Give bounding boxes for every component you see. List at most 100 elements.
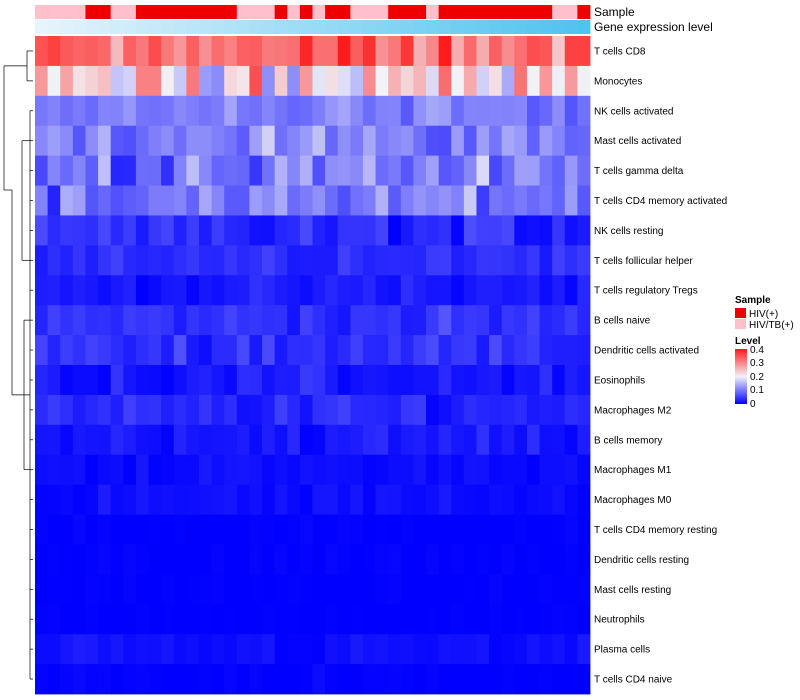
heatmap-cell (224, 365, 238, 396)
heatmap-cell (526, 634, 540, 665)
heatmap-cell (287, 305, 301, 336)
heatmap-cell (438, 185, 452, 216)
heatmap-cell (274, 305, 288, 336)
heatmap-cell (110, 275, 124, 306)
heatmap-cell (552, 394, 566, 426)
sample-legend: Sample HIV(+) HIV/TB(+) (735, 295, 794, 331)
heatmap-cell (413, 634, 427, 665)
heatmap-cell (312, 424, 326, 456)
heatmap-cell (400, 125, 414, 157)
heatmap-cell (262, 155, 276, 186)
gene-expression-annotation-cell (72, 20, 86, 34)
heatmap-cell (325, 65, 339, 97)
heatmap-cell (47, 484, 61, 515)
heatmap-cell (438, 424, 452, 456)
heatmap-cell (60, 65, 74, 97)
sample-annotation-cell (413, 5, 427, 19)
heatmap-cell (514, 36, 528, 67)
heatmap-cell (501, 604, 515, 635)
heatmap-cell (388, 155, 402, 186)
heatmap-cell (577, 305, 591, 336)
heatmap-cell (501, 424, 515, 456)
heatmap-cell (489, 664, 503, 695)
heatmap-cell (211, 484, 225, 515)
gene-expression-annotation-cell (350, 20, 364, 34)
heatmap-cell (123, 95, 137, 127)
heatmap-cell (350, 95, 364, 127)
heatmap-cell (489, 335, 503, 366)
heatmap-cell (375, 484, 389, 515)
heatmap-cell (463, 65, 477, 97)
heatmap-cell (463, 664, 477, 695)
heatmap-cell (123, 574, 137, 605)
heatmap-cell (413, 185, 427, 216)
heatmap-cell (135, 305, 149, 336)
heatmap-cell (262, 245, 276, 276)
heatmap-cell (35, 215, 49, 246)
heatmap-cell (350, 215, 364, 246)
heatmap-cell (350, 634, 364, 665)
gene-expression-annotation-cell (161, 20, 175, 34)
heatmap-cell (337, 574, 351, 605)
heatmap-cell (514, 634, 528, 665)
heatmap-cell (262, 544, 276, 575)
heatmap-cell (501, 185, 515, 216)
heatmap-cell (564, 634, 578, 665)
heatmap-cell (85, 95, 99, 127)
heatmap-cell (413, 604, 427, 635)
heatmap-cell (47, 454, 61, 486)
level-tick-0: 0 (750, 399, 756, 410)
heatmap-cell (388, 365, 402, 396)
heatmap-cell (224, 125, 238, 157)
heatmap-cell (173, 484, 187, 515)
heatmap-cell (98, 574, 112, 605)
gene-expression-annotation-cell (60, 20, 74, 34)
heatmap-cell (161, 36, 175, 67)
heatmap-cell (110, 484, 124, 515)
gene-expression-annotation-cell (236, 20, 250, 34)
sample-annotation-cell (362, 5, 376, 19)
heatmap-cell (463, 365, 477, 396)
heatmap-cell (161, 514, 175, 545)
heatmap-cell (476, 514, 490, 545)
heatmap-cell (526, 454, 540, 486)
heatmap-cell (287, 574, 301, 605)
heatmap-cell (438, 36, 452, 67)
heatmap-cell (211, 335, 225, 366)
heatmap-cell (110, 125, 124, 157)
heatmap-cell (552, 65, 566, 97)
heatmap-cell (135, 245, 149, 276)
heatmap-cell (47, 604, 61, 635)
heatmap-cell (135, 394, 149, 426)
heatmap-cell (123, 305, 137, 336)
heatmap-cell (186, 185, 200, 216)
heatmap-cell (161, 65, 175, 97)
heatmap-cell (148, 245, 162, 276)
heatmap-cell (161, 95, 175, 127)
heatmap-cell (463, 36, 477, 67)
heatmap-cell (514, 155, 528, 186)
heatmap-cell (211, 65, 225, 97)
heatmap-cell (400, 185, 414, 216)
row-label: T cells CD4 memory activated (594, 196, 727, 207)
heatmap-cell (72, 544, 86, 575)
heatmap-cell (526, 185, 540, 216)
heatmap-cell (224, 544, 238, 575)
heatmap-cell (362, 125, 376, 157)
gene-expression-annotation-cell (539, 20, 553, 34)
heatmap-cell (463, 305, 477, 336)
heatmap-cell (274, 155, 288, 186)
heatmap-cell (35, 65, 49, 97)
heatmap-cell (98, 544, 112, 575)
heatmap-cell (539, 185, 553, 216)
heatmap-cell (161, 664, 175, 695)
heatmap-cell (249, 604, 263, 635)
heatmap-cell (186, 275, 200, 306)
heatmap-cell (400, 95, 414, 127)
heatmap-cell (350, 394, 364, 426)
heatmap-cell (362, 604, 376, 635)
heatmap-cell (287, 365, 301, 396)
heatmap-cell (135, 544, 149, 575)
heatmap-cell (98, 36, 112, 67)
heatmap-cell (312, 65, 326, 97)
